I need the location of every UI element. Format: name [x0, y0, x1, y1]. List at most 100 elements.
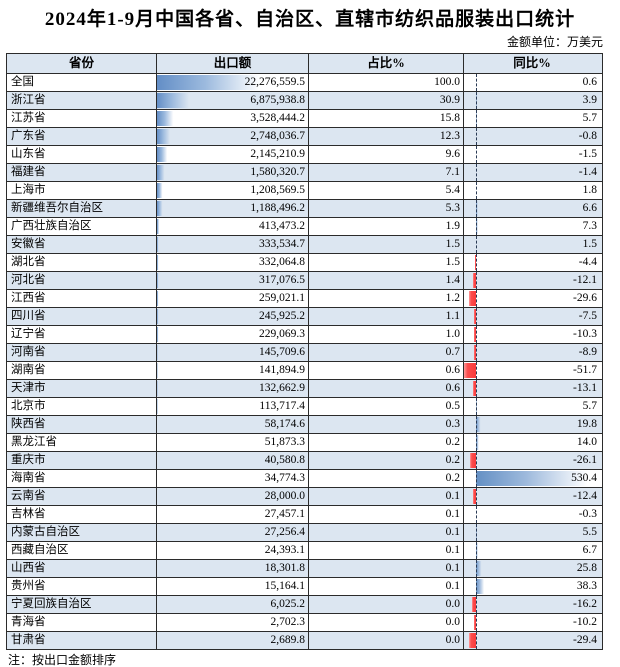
yoy-percent-cell: 1.8 — [464, 182, 600, 199]
province-cell: 贵州省 — [7, 578, 157, 595]
cell-value: 1.4 — [445, 274, 460, 286]
cell-value: -7.5 — [578, 310, 597, 322]
cell-value: 6,025.2 — [270, 598, 306, 610]
cell-value: 6.7 — [582, 544, 597, 556]
cell-value: 5.4 — [445, 184, 460, 196]
province-cell: 天津市 — [7, 380, 157, 397]
cell-value: 132,662.9 — [259, 382, 305, 394]
cell-value: 1,580,320.7 — [250, 166, 305, 178]
cell-value: 9.6 — [445, 148, 460, 160]
share-percent-cell: 9.6 — [309, 146, 464, 163]
yoy-zero-axis — [476, 74, 478, 91]
table-row: 湖南省 141,894.9 0.6 -51.7 — [7, 362, 602, 380]
export-amount-cell: 2,689.8 — [157, 632, 309, 649]
export-statistics-table: 省份 出口额 占比% 同比% 全国 22,276,559.5 100.0 0.6 浙江省… — [6, 53, 603, 650]
export-amount-cell: 28,000.0 — [157, 488, 309, 505]
yoy-percent-cell: 1.5 — [464, 236, 600, 253]
table-row: 甘肃省 2,689.8 0.0 -29.4 — [7, 632, 602, 649]
cell-value: 245,925.2 — [259, 310, 305, 322]
table-row: 四川省 245,925.2 1.1 -7.5 — [7, 308, 602, 326]
province-cell: 云南省 — [7, 488, 157, 505]
cell-value: 1.0 — [445, 328, 460, 340]
export-amount-cell: 22,276,559.5 — [157, 74, 309, 91]
cell-value: -4.4 — [578, 256, 597, 268]
cell-value: 0.7 — [445, 346, 460, 358]
cell-value: -10.2 — [573, 616, 597, 628]
yoy-zero-axis — [476, 398, 478, 415]
yoy-zero-axis — [476, 308, 478, 325]
cell-value: 1.5 — [445, 256, 460, 268]
yoy-zero-axis — [476, 380, 478, 397]
cell-value: 24,393.1 — [264, 544, 305, 556]
share-percent-cell: 30.9 — [309, 92, 464, 109]
cell-value: 0.1 — [445, 508, 460, 520]
share-percent-cell: 0.2 — [309, 434, 464, 451]
table-header-row: 省份 出口额 占比% 同比% — [7, 54, 602, 74]
yoy-zero-axis — [476, 416, 478, 433]
yoy-zero-axis — [476, 164, 478, 181]
yoy-zero-axis — [476, 434, 478, 451]
share-percent-cell: 0.0 — [309, 614, 464, 631]
table-row: 宁夏回族自治区 6,025.2 0.0 -16.2 — [7, 596, 602, 614]
export-data-bar — [157, 201, 166, 216]
cell-value: -0.8 — [578, 130, 597, 142]
export-amount-cell: 413,473.2 — [157, 218, 309, 235]
export-data-bar — [157, 219, 160, 234]
yoy-percent-cell: 25.8 — [464, 560, 600, 577]
yoy-zero-axis — [476, 92, 478, 109]
cell-value: 15.8 — [439, 112, 460, 124]
export-data-bar — [157, 399, 158, 414]
cell-value: 58,174.6 — [264, 418, 305, 430]
export-data-bar — [157, 345, 158, 360]
cell-value: 5.3 — [445, 202, 460, 214]
export-data-bar — [157, 183, 166, 198]
export-amount-cell: 15,164.1 — [157, 578, 309, 595]
cell-value: 6.6 — [582, 202, 597, 214]
yoy-bar-negative — [473, 489, 477, 504]
cell-value: 1.5 — [445, 238, 460, 250]
cell-value: 259,021.1 — [259, 292, 305, 304]
cell-value: 1.1 — [445, 310, 460, 322]
export-amount-cell: 229,069.3 — [157, 326, 309, 343]
export-data-bar — [157, 237, 160, 252]
yoy-zero-axis — [476, 542, 478, 559]
table-row: 山西省 18,301.8 0.1 25.8 — [7, 560, 602, 578]
cell-value: 141,894.9 — [259, 364, 305, 376]
table-row: 广西壮族自治区 413,473.2 1.9 7.3 — [7, 218, 602, 236]
yoy-bar-positive — [476, 417, 481, 432]
province-cell: 江西省 — [7, 290, 157, 307]
yoy-zero-axis — [476, 614, 478, 631]
table-row: 江西省 259,021.1 1.2 -29.6 — [7, 290, 602, 308]
province-cell: 吉林省 — [7, 506, 157, 523]
cell-value: 100.0 — [434, 76, 460, 88]
share-percent-cell: 0.6 — [309, 380, 464, 397]
export-amount-cell: 27,457.1 — [157, 506, 309, 523]
yoy-bar-negative — [473, 327, 477, 342]
yoy-percent-cell: 5.7 — [464, 398, 600, 415]
province-cell: 海南省 — [7, 470, 157, 487]
yoy-bar-negative — [473, 615, 477, 630]
yoy-bar-negative — [472, 597, 477, 612]
export-amount-cell: 3,528,444.2 — [157, 110, 309, 127]
column-header-yoy-percent: 同比% — [513, 56, 551, 70]
export-data-bar — [157, 93, 204, 108]
export-amount-cell: 1,208,569.5 — [157, 182, 309, 199]
table-row: 海南省 34,774.3 0.2 530.4 — [7, 470, 602, 488]
table-row: 西藏自治区 24,393.1 0.1 6.7 — [7, 542, 602, 560]
cell-value: 51,873.3 — [264, 436, 305, 448]
cell-value: 27,457.1 — [264, 508, 305, 520]
table-row: 重庆市 40,580.8 0.2 -26.1 — [7, 452, 602, 470]
province-cell: 安徽省 — [7, 236, 157, 253]
share-percent-cell: 0.0 — [309, 596, 464, 613]
export-amount-cell: 27,256.4 — [157, 524, 309, 541]
yoy-percent-cell: -10.2 — [464, 614, 600, 631]
yoy-zero-axis — [476, 128, 478, 145]
share-percent-cell: 7.1 — [309, 164, 464, 181]
table-row: 上海市 1,208,569.5 5.4 1.8 — [7, 182, 602, 200]
cell-value: 1.5 — [582, 238, 597, 250]
cell-value: 333,534.7 — [259, 238, 305, 250]
cell-value: 0.6 — [445, 382, 460, 394]
province-cell: 山西省 — [7, 560, 157, 577]
yoy-zero-axis — [476, 506, 478, 523]
province-cell: 福建省 — [7, 164, 157, 181]
